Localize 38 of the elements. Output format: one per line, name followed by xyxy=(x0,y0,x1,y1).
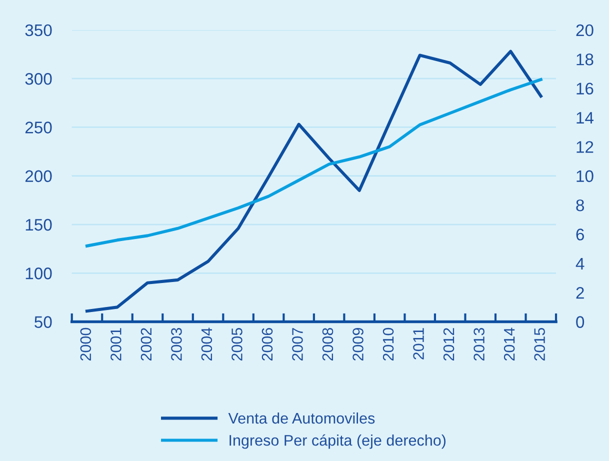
y-tick-label: 150 xyxy=(26,218,52,231)
x-tick-label: 2013 xyxy=(474,328,484,361)
x-tick-label: 2005 xyxy=(232,328,242,361)
y-tick-label: 250 xyxy=(25,122,52,134)
x-tick-label: 2003 xyxy=(171,328,182,361)
y2-tick-label: 0 xyxy=(576,316,584,328)
y2-tick-label: 14 xyxy=(576,112,594,124)
y2-tick-label: 6 xyxy=(576,228,584,240)
y2-tick-label: 2 xyxy=(576,287,584,299)
x-tick-label: 2015 xyxy=(534,328,545,361)
legend-label: Venta de Automoviles xyxy=(228,412,375,424)
x-tick-label: 2012 xyxy=(443,328,454,361)
x-tick-label: 2009 xyxy=(352,328,364,361)
y-tick-label: 200 xyxy=(25,170,52,182)
y2-tick-label: 12 xyxy=(576,141,594,153)
x-tick-label: 2008 xyxy=(322,328,334,361)
line-series xyxy=(85,50,542,313)
y2-tick-label: 4 xyxy=(576,258,584,270)
y2-tick-label: 10 xyxy=(576,170,594,182)
y2-tick-label: 20 xyxy=(576,24,594,36)
x-tick-label: 2001 xyxy=(110,328,122,361)
y2-tick-label: 18 xyxy=(576,54,594,66)
y-tick-label: 350 xyxy=(25,24,52,36)
x-tick-label: 2000 xyxy=(80,328,92,361)
y2-tick-label: 16 xyxy=(576,82,594,95)
x-tick-label: 2007 xyxy=(292,328,303,361)
y-tick-label: 300 xyxy=(25,73,52,85)
x-tick-label: 2006 xyxy=(262,328,273,361)
x-tick-label: 2011 xyxy=(413,328,424,360)
line-series xyxy=(85,78,542,248)
y2-tick-label: 8 xyxy=(576,199,584,212)
x-tick-label: 2004 xyxy=(201,328,212,361)
y-tick-label: 100 xyxy=(26,268,52,280)
x-tick-label: 2002 xyxy=(140,328,152,361)
y-tick-label: 50 xyxy=(34,316,52,328)
x-tick-label: 2010 xyxy=(382,328,394,361)
x-tick-label: 2014 xyxy=(504,328,515,361)
legend-label: Ingreso Per cápita (eje derecho) xyxy=(230,434,446,449)
